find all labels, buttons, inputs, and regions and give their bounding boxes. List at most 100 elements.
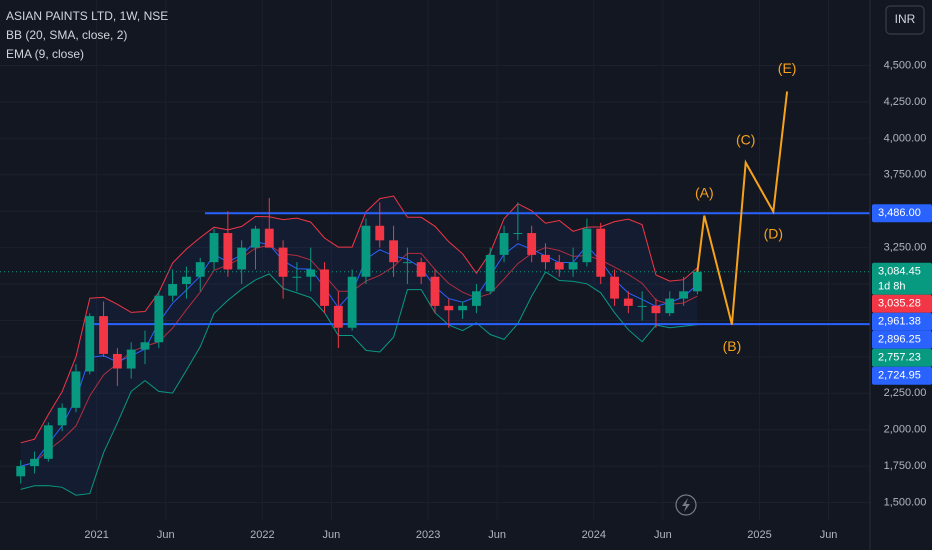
candle-body [182,276,191,285]
candle-body [223,233,233,270]
candle-body [292,276,302,278]
candle-body [16,466,26,477]
x-tick-label: 2024 [582,529,606,541]
candle-body [513,233,523,235]
candle-body [154,295,164,343]
wave-label: (C) [736,131,755,147]
wave-label: (A) [695,184,714,200]
x-tick-label: Jun [654,529,672,541]
wave-label: (E) [778,60,797,76]
price-tag-label: 2,961.38 [878,316,921,328]
candle-body [444,305,454,311]
price-tag-label: 2,757.23 [878,352,921,364]
price-tag [872,204,932,223]
candle-body [278,247,288,277]
x-tick-label: Jun [488,529,506,541]
x-tick-label: 2025 [747,529,771,541]
candle-body [237,247,247,270]
y-tick-label: 2,250.00 [884,387,927,399]
price-tag [872,330,932,349]
y-tick-label: 4,000.00 [884,132,927,144]
price-tag [872,262,932,295]
candle-body [140,342,150,350]
candle-body [30,458,39,467]
candle-body [402,262,412,264]
replay-icon[interactable] [675,494,697,516]
candle-body [168,284,178,296]
candle-body [389,240,398,263]
candle-body [375,225,385,241]
candle-body [57,407,67,426]
icon-bolt[interactable] [682,498,690,512]
candle-body [485,254,495,292]
countdown-label: 1d 8h [878,281,906,293]
y-tick-label: 1,750.00 [884,460,927,472]
indicator-label: EMA (9, close) [6,47,84,61]
wave-path [696,91,789,325]
price-tag-label: 3,084.45 [878,266,921,278]
x-tick-label: 2022 [250,529,274,541]
candle-body [568,262,578,270]
candle-body [347,276,357,328]
candle-body [85,316,95,372]
candle-body [416,262,426,277]
x-tick-label: 2021 [84,529,108,541]
y-tick-label: 2,000.00 [884,424,927,436]
candle-body [596,228,606,277]
x-tick-label: 2023 [416,529,440,541]
price-tag [872,366,932,385]
candle-body [430,276,440,306]
candle-body [126,349,136,369]
currency-label[interactable]: INR [895,12,916,26]
candle-body [251,228,260,248]
candle-body [458,305,468,311]
symbol-title: ASIAN PAINTS LTD, 1W, NSE [6,9,168,23]
price-tag-label: 2,724.95 [878,370,921,382]
price-tag-label: 3,486.00 [878,207,921,219]
x-tick-label: Jun [323,529,341,541]
currency-button[interactable] [885,5,925,35]
candle-body [195,262,205,277]
candle-body [527,233,537,255]
y-tick-label: 3,750.00 [884,169,927,181]
candle-body [333,305,343,328]
candle-body [472,291,481,306]
candle-body [71,371,81,408]
icon-circle[interactable] [675,494,697,516]
bb-fill [20,196,698,496]
price-tag-label: 3,035.28 [878,298,921,310]
candle-body [554,262,564,270]
candle-body [610,276,619,299]
candle-body [582,228,592,263]
candle-body [665,298,675,314]
candle-body [361,225,371,277]
y-tick-label: 4,500.00 [884,59,927,71]
candle-body [306,269,316,277]
y-tick-label: 1,500.00 [884,496,927,508]
candle-body [320,269,329,306]
candle-body [264,228,274,248]
candle-body [541,254,550,263]
indicator-label: BB (20, SMA, close, 2) [6,28,127,42]
wave-label: (B) [723,338,742,354]
price-tag [872,312,932,331]
candle-body [99,316,108,354]
y-tick-label: 4,250.00 [884,96,927,108]
bb-lower [20,271,698,496]
price-tag-label: 2,896.25 [878,334,921,346]
x-tick-label: Jun [820,529,838,541]
y-tick-label: 3,250.00 [884,242,927,254]
candle-body [692,271,702,292]
candle-body [651,305,661,314]
candle-body [679,291,688,299]
x-tick-label: Jun [157,529,175,541]
candle-body [209,233,219,263]
candle-body [43,425,53,459]
candle-body [623,298,633,306]
wave-label: (D) [764,225,783,241]
candle-body [499,233,509,255]
candle-body [112,353,122,369]
